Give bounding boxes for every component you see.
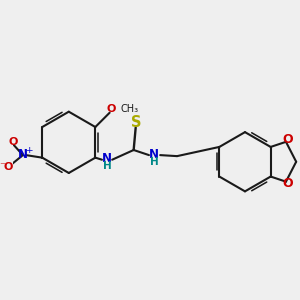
Text: O: O (282, 177, 293, 190)
Text: ⁻: ⁻ (0, 161, 5, 171)
Text: +: + (25, 146, 32, 154)
Text: O: O (282, 133, 293, 146)
Text: H: H (150, 157, 158, 167)
Text: O: O (4, 162, 13, 172)
Text: CH₃: CH₃ (121, 104, 139, 114)
Text: H: H (103, 161, 112, 171)
Text: N: N (149, 148, 159, 161)
Text: N: N (102, 152, 112, 165)
Text: O: O (106, 104, 116, 114)
Text: N: N (18, 148, 28, 161)
Text: O: O (8, 137, 18, 147)
Text: S: S (131, 116, 142, 130)
